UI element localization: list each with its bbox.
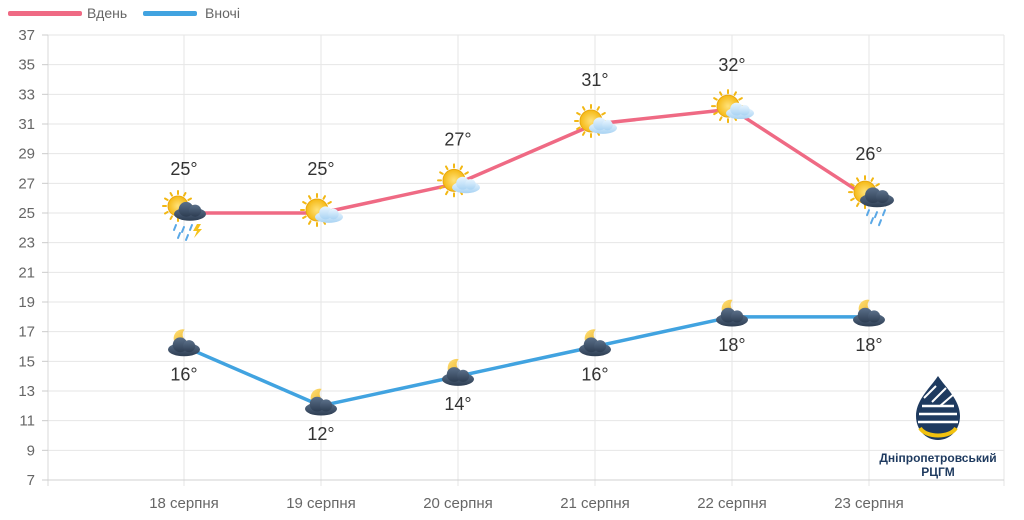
x-tick-label: 21 серпня [560, 495, 630, 512]
sun-cloud-icon [574, 104, 617, 138]
cloud-icon [442, 367, 474, 386]
series-day [181, 106, 872, 216]
day-temp-label: 25° [170, 159, 197, 179]
y-tick-label: 37 [18, 27, 35, 44]
series-layer [181, 106, 872, 409]
y-tick-label: 21 [18, 264, 35, 281]
cloud-icon [726, 102, 754, 120]
cloud-icon [589, 117, 617, 134]
y-tick-label: 11 [19, 413, 35, 430]
moon-cloud-icon [579, 329, 611, 357]
y-tick-label: 31 [18, 116, 35, 133]
y-tick-label: 33 [18, 86, 35, 103]
day-temp-label: 27° [444, 129, 471, 149]
x-tick-label: 20 серпня [423, 495, 493, 512]
series-line-segment [319, 374, 460, 408]
cloud-icon [853, 307, 885, 327]
moon-cloud-icon [305, 388, 337, 416]
sun-cloud-icon [711, 89, 754, 124]
grid [47, 34, 1005, 486]
cloud-icon [168, 337, 200, 357]
y-tick-label: 17 [18, 324, 35, 341]
y-tick-label: 25 [18, 205, 35, 222]
axes: 7 9 11 13 15 17 19 21 23 25 27 29 31 33 35 37 18 серпня 1… [18, 27, 903, 512]
sun-cloud-icon [300, 193, 343, 227]
cloud-icon [305, 396, 337, 416]
series-line-segment [730, 107, 871, 200]
cloud-icon [860, 187, 894, 208]
logo: Дніпропетровський РЦГМ [879, 376, 997, 479]
y-tick-label: 29 [18, 146, 35, 163]
x-tick-label: 18 серпня [149, 495, 219, 512]
legend-swatch-day[interactable] [8, 11, 82, 16]
rain-drops-icon [173, 224, 193, 241]
legend-label-night[interactable]: Вночі [205, 5, 240, 21]
cloud-icon [452, 176, 480, 194]
y-tick-label: 35 [18, 57, 35, 74]
rain-drops-icon [866, 209, 886, 227]
day-temp-label: 31° [581, 70, 608, 90]
night-temp-label: 16° [170, 365, 197, 385]
sun-storm-rain-icon [162, 190, 206, 241]
legend-label-day[interactable]: Вдень [87, 5, 127, 21]
logo-text-line2: РЦГМ [921, 465, 955, 479]
x-tick-label: 22 серпня [697, 495, 767, 512]
cloud-icon [174, 201, 206, 221]
x-tick-label: 19 серпня [286, 495, 356, 512]
series-line-segment [593, 315, 734, 349]
moon-cloud-icon [853, 299, 885, 327]
weather-icons [162, 89, 894, 416]
moon-cloud-icon [442, 358, 474, 386]
legend-swatch-night[interactable] [143, 11, 197, 16]
drop-logo-icon [916, 376, 960, 440]
x-tick-label: 23 серпня [834, 495, 904, 512]
day-temp-label: 25° [307, 159, 334, 179]
series-line-segment [593, 107, 734, 126]
y-tick-label: 27 [18, 175, 35, 192]
sun-icon [574, 104, 608, 138]
legend: Вдень Вночі [8, 5, 240, 21]
day-temp-label: 26° [855, 144, 882, 164]
cloud-icon [579, 337, 611, 357]
series-line-segment [456, 122, 597, 186]
y-tick-label: 15 [18, 353, 35, 370]
night-temp-label: 16° [581, 365, 608, 385]
cloud-icon [315, 206, 343, 223]
night-temp-label: 18° [855, 335, 882, 355]
night-temp-label: 18° [718, 335, 745, 355]
night-temp-label: 14° [444, 394, 471, 414]
cloud-icon [716, 307, 748, 327]
logo-text-line1: Дніпропетровський [879, 451, 996, 465]
moon-cloud-icon [168, 329, 200, 357]
sun-rain-icon [848, 175, 894, 227]
lightning-icon [193, 224, 202, 238]
series-line-segment [182, 344, 323, 408]
series-line-segment [319, 181, 460, 215]
day-temp-label: 32° [718, 55, 745, 75]
moon-cloud-icon [716, 299, 748, 327]
y-tick-label: 9 [27, 442, 35, 459]
y-tick-label: 19 [18, 294, 35, 311]
series-line-segment [456, 344, 597, 378]
sun-cloud-icon [437, 163, 480, 198]
y-tick-label: 23 [18, 235, 35, 252]
temperature-labels: 25° 25° 27° 31° 32° 26° 16° 12° 14° 16° 18° 18° [170, 55, 882, 444]
y-tick-label: 13 [18, 383, 35, 400]
night-temp-label: 12° [307, 424, 334, 444]
y-tick-label: 7 [27, 472, 35, 489]
